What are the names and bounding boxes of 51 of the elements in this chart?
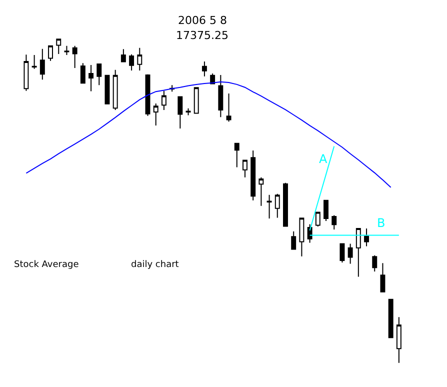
candlestick: [120, 48, 126, 63]
series-label: B: [377, 216, 386, 230]
candlestick: [40, 48, 45, 80]
candlestick: [307, 224, 312, 244]
candlestick: [372, 254, 378, 272]
candlestick: [72, 45, 78, 68]
candlestick: [96, 64, 102, 86]
candlestick: [88, 64, 94, 92]
annotation: Stock Average: [14, 260, 80, 270]
candlestick: [153, 103, 158, 126]
candlestick: [48, 45, 53, 62]
candlestick: [32, 54, 37, 70]
candlestick: [129, 54, 134, 72]
candlestick: [299, 218, 304, 257]
candlestick: [210, 72, 216, 84]
candlestick: [56, 38, 62, 55]
annotation: daily chart: [131, 260, 180, 270]
candlestick: [24, 54, 29, 92]
candlestick: [340, 242, 345, 263]
candlestick: [332, 214, 337, 230]
candlestick: [137, 47, 142, 72]
candlestick: [218, 74, 224, 118]
candlestick: [274, 193, 280, 218]
text: 2006 5 8: [178, 14, 227, 27]
candlestick: [266, 194, 272, 219]
candlestick: [186, 108, 191, 116]
candlestick: [178, 96, 183, 129]
candlestick: [283, 182, 288, 227]
series-label: A: [319, 152, 328, 166]
candlestick: [396, 316, 402, 364]
candlestick: [194, 87, 199, 114]
candlestick: [364, 228, 370, 247]
candlestick: [388, 298, 394, 338]
candlestick: [250, 150, 256, 201]
candlestick: [258, 176, 264, 206]
candlestick: [242, 160, 248, 178]
candlestick: [226, 93, 232, 122]
candlestick: [64, 45, 70, 56]
candlestick: [161, 90, 166, 111]
candlestick: [80, 62, 86, 84]
candlestick: [380, 262, 386, 292]
candlestick: [202, 60, 207, 77]
candlestick: [291, 230, 296, 250]
candlestick: [348, 243, 353, 264]
candlestick: [112, 69, 118, 111]
candlestick: [104, 74, 110, 104]
candlestick: [234, 142, 240, 168]
candlestick: [356, 228, 361, 278]
annotation: 17375.25: [176, 29, 228, 42]
candlestick: [315, 212, 320, 228]
candlestick: [324, 200, 328, 222]
